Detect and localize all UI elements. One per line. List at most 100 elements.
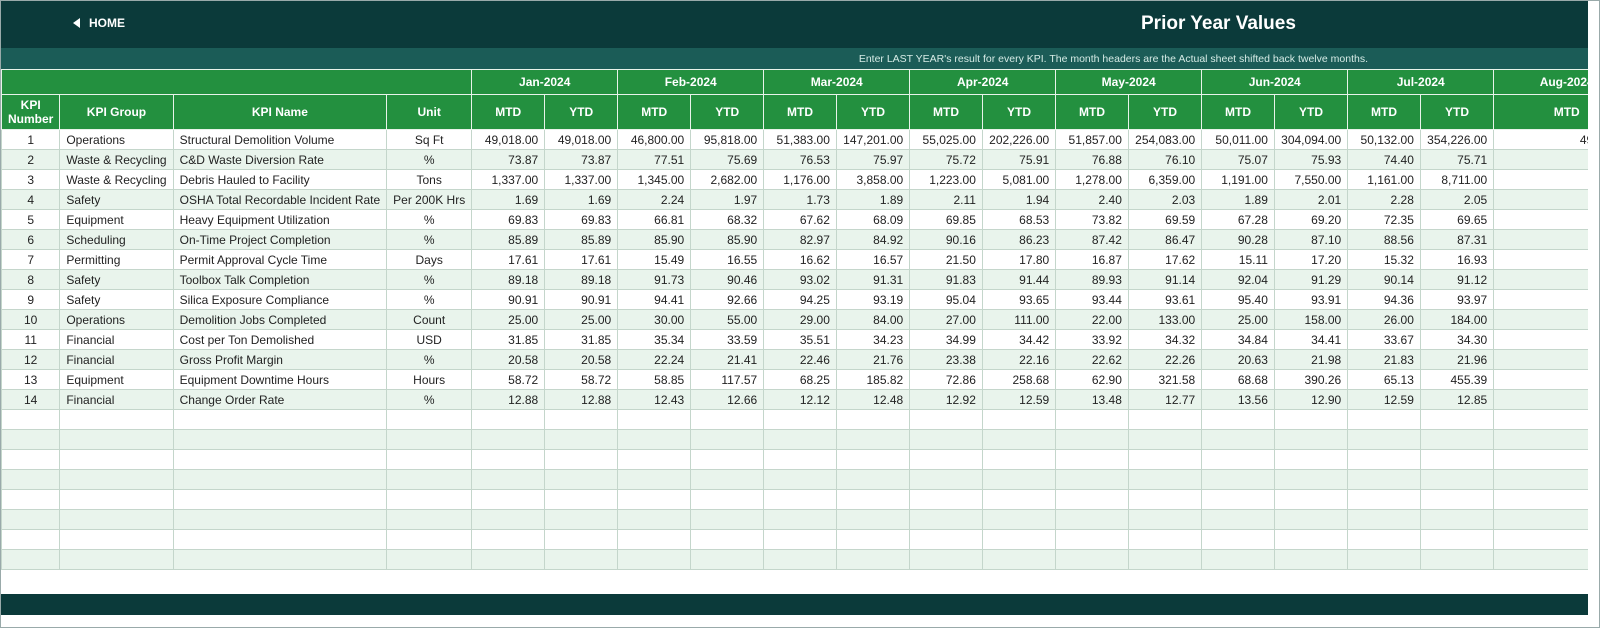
cell: Per 200K Hrs: [386, 189, 473, 210]
value-cell: 34.32: [1127, 329, 1203, 350]
empty-cell: [1055, 429, 1129, 450]
value-cell: 1,337.00: [471, 169, 546, 190]
empty-cell: [835, 449, 911, 470]
value-cell: 17.20: [1273, 249, 1349, 270]
value-cell: 55.00: [690, 309, 765, 330]
empty-cell: [1347, 429, 1421, 450]
cell: Operations: [59, 129, 174, 150]
empty-cell: [59, 529, 174, 550]
empty-cell: [544, 429, 619, 450]
value-cell: 1.89: [1201, 189, 1275, 210]
value-cell: 20.63: [1201, 349, 1275, 370]
value-cell: 93.02: [763, 269, 837, 290]
column-header: KPI Group: [59, 94, 174, 130]
value-cell: 50,011.00: [1201, 129, 1275, 150]
cell: 10: [1, 309, 61, 330]
month-header: Aug-2024: [1493, 69, 1588, 95]
value-cell: 89.18: [544, 269, 619, 290]
value-cell: 34.99: [909, 329, 983, 350]
value-cell: 5,081.00: [981, 169, 1057, 190]
empty-cell: [981, 489, 1057, 510]
value-cell: 87.31: [1419, 229, 1495, 250]
cell: Change Order Rate: [172, 389, 388, 410]
value-cell: 91.14: [1127, 269, 1203, 290]
empty-cell: [59, 409, 174, 430]
empty-cell: [172, 429, 388, 450]
value-cell: 82.97: [763, 229, 837, 250]
value-cell: 25.00: [1201, 309, 1275, 330]
value-cell: 86.47: [1127, 229, 1203, 250]
value-cell: 1.73: [763, 189, 837, 210]
value-cell: 89.93: [1055, 269, 1129, 290]
empty-cell: [981, 529, 1057, 550]
month-header: Mar-2024: [763, 69, 911, 95]
cell: 6: [1, 229, 61, 250]
value-cell: 17.80: [981, 249, 1057, 270]
cell: 2: [1, 149, 61, 170]
empty-cell: [1127, 489, 1203, 510]
value-cell: 91.44: [981, 269, 1057, 290]
value-cell: 89.18: [471, 269, 546, 290]
empty-cell: [690, 529, 765, 550]
value-cell: 90.14: [1347, 269, 1421, 290]
value-cell: 133.00: [1127, 309, 1203, 330]
value-cell: 84.00: [835, 309, 911, 330]
value-cell: 90.46: [690, 269, 765, 290]
empty-cell: [690, 549, 765, 570]
value-cell: 92.66: [690, 289, 765, 310]
cell: %: [386, 349, 473, 370]
data-row: 7 Permitting Permit Approval Cycle Time Day…: [1, 249, 1588, 270]
empty-cell: [172, 529, 388, 550]
empty-cell: [835, 489, 911, 510]
value-cell: 117.57: [690, 369, 765, 390]
value-cell: 15.11: [1201, 249, 1275, 270]
value-cell: 75.72: [909, 149, 983, 170]
sub-header: MTD: [1347, 94, 1421, 130]
empty-cell: [1493, 469, 1588, 490]
empty-cell: [1201, 509, 1275, 530]
value-cell: 17.61: [471, 249, 546, 270]
value-cell: 1.69: [471, 189, 546, 210]
empty-cell: [981, 549, 1057, 570]
empty-cell: [1201, 429, 1275, 450]
month-header: Jul-2024: [1347, 69, 1495, 95]
value-cell: 69.85: [909, 209, 983, 230]
cell: Financial: [59, 389, 174, 410]
value-cell: 13.56: [1201, 389, 1275, 410]
value-cell: 26.00: [1347, 309, 1421, 330]
month-header: May-2024: [1055, 69, 1203, 95]
month-label: May-2024: [1101, 75, 1156, 89]
value-cell: 2.37: [1493, 189, 1588, 210]
column-header: KPI Name: [172, 94, 388, 130]
empty-row: [1, 409, 1588, 430]
value-cell: 8,711.00: [1419, 169, 1495, 190]
value-cell: 390.26: [1273, 369, 1349, 390]
month-header: Apr-2024: [909, 69, 1057, 95]
value-cell: 67.28: [1201, 209, 1275, 230]
cell: %: [386, 289, 473, 310]
cell: Permitting: [59, 249, 174, 270]
empty-cell: [909, 449, 983, 470]
empty-cell: [1127, 529, 1203, 550]
value-cell: 33.59: [690, 329, 765, 350]
empty-cell: [617, 509, 692, 530]
value-cell: 21.83: [1347, 349, 1421, 370]
empty-cell: [544, 549, 619, 570]
sub-header: MTD: [1201, 94, 1275, 130]
cell: 13: [1, 369, 61, 390]
home-link[interactable]: HOME: [73, 16, 125, 30]
data-row: 11 Financial Cost per Ton Demolished USD 31.…: [1, 329, 1588, 350]
empty-cell: [386, 489, 473, 510]
month-label: Aug-2024: [1539, 75, 1588, 89]
sub-header: MTD: [617, 94, 692, 130]
value-cell: 74.40: [1347, 149, 1421, 170]
value-cell: 68.30: [1493, 369, 1588, 390]
value-cell: 91.31: [835, 269, 911, 290]
value-cell: 12.92: [909, 389, 983, 410]
data-row: 13 Equipment Equipment Downtime Hours Hours…: [1, 369, 1588, 390]
empty-cell: [386, 449, 473, 470]
data-row: 12 Financial Gross Profit Margin% 20.58 20.5…: [1, 349, 1588, 370]
cell: Gross Profit Margin: [172, 349, 388, 370]
cell: Operations: [59, 309, 174, 330]
empty-cell: [59, 449, 174, 470]
